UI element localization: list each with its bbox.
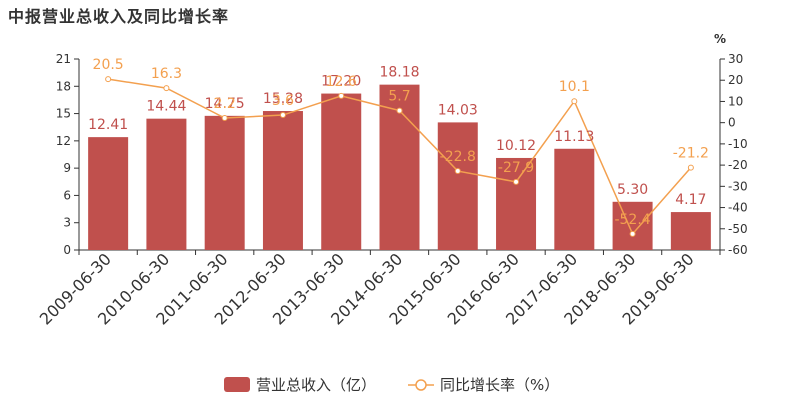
line-value-label: 10.1	[559, 79, 590, 95]
legend-line-marker	[415, 379, 427, 391]
bar-value-label: 14.44	[146, 99, 186, 115]
line-point	[629, 230, 636, 237]
line-point	[454, 168, 461, 175]
line-value-label: 16.3	[151, 66, 182, 82]
line-value-label: -21.2	[673, 146, 709, 162]
line-value-label: -22.8	[440, 149, 476, 165]
left-tick-label: 18	[56, 79, 71, 93]
legend-bar-swatch	[224, 377, 250, 392]
bar-value-label: 17.20	[321, 74, 361, 90]
line-point	[571, 98, 578, 105]
left-tick-label: 0	[63, 243, 71, 257]
bar	[321, 93, 362, 250]
left-tick-label: 3	[63, 216, 71, 230]
right-tick-label: -60	[728, 243, 748, 257]
bar-value-label: 5.30	[617, 182, 648, 198]
right-tick-label: 30	[728, 52, 743, 66]
line-point	[221, 114, 228, 121]
bar	[437, 122, 478, 250]
right-tick-label: -50	[728, 222, 748, 236]
bar-series	[88, 84, 711, 250]
right-tick-label: 20	[728, 73, 743, 87]
bar	[670, 212, 711, 250]
bar	[554, 148, 595, 250]
right-tick-label: 0	[728, 116, 736, 130]
legend: 营业总收入（亿） 同比增长率（%）	[224, 376, 559, 394]
bar-value-label: 4.17	[675, 192, 706, 208]
line-value-label: 2.2	[214, 96, 236, 112]
bar-value-label: 14.75	[205, 96, 245, 112]
right-tick-label: -20	[728, 158, 748, 172]
line-point	[105, 76, 112, 83]
bar-value-label: 14.03	[438, 102, 478, 118]
right-tick-label: -40	[728, 201, 748, 215]
bar	[496, 157, 537, 250]
bar	[146, 118, 187, 250]
line-value-label: 20.5	[93, 57, 124, 73]
chart-title: 中报营业总收入及同比增长率	[8, 7, 230, 26]
right-axis-unit: %	[714, 32, 726, 46]
bar-value-label: 11.13	[554, 129, 594, 145]
line-point	[163, 85, 170, 92]
line-value-label: 3.6	[272, 93, 294, 109]
bar-value-label: 10.12	[496, 138, 536, 154]
bar	[88, 137, 129, 250]
right-tick-label: -10	[728, 137, 748, 151]
line-point	[513, 178, 520, 185]
bar-value-label: 15.28	[263, 91, 303, 107]
line-point	[396, 107, 403, 114]
line-value-label: -27.9	[498, 160, 534, 176]
line-series	[105, 76, 694, 237]
line-value-label: 12.6	[326, 74, 357, 90]
bar	[262, 111, 303, 250]
line-point	[338, 92, 345, 99]
bar-value-label: 18.18	[379, 65, 419, 81]
legend-bar-label: 营业总收入（亿）	[256, 376, 376, 394]
left-tick-label: 12	[56, 134, 71, 148]
left-tick-label: 9	[63, 161, 71, 175]
left-tick-label: 15	[56, 107, 71, 121]
right-tick-label: 10	[728, 94, 743, 108]
bar	[204, 115, 245, 250]
line-point	[279, 112, 286, 119]
bar	[612, 201, 653, 250]
left-tick-label: 21	[56, 52, 71, 66]
left-tick-label: 6	[63, 188, 71, 202]
bar-value-label: 12.41	[88, 117, 128, 133]
line-value-label: -52.4	[614, 212, 650, 228]
line-value-label: 5.7	[388, 89, 410, 105]
line-point	[687, 164, 694, 171]
right-tick-label: -30	[728, 179, 748, 193]
legend-line-label: 同比增长率（%）	[440, 376, 559, 394]
